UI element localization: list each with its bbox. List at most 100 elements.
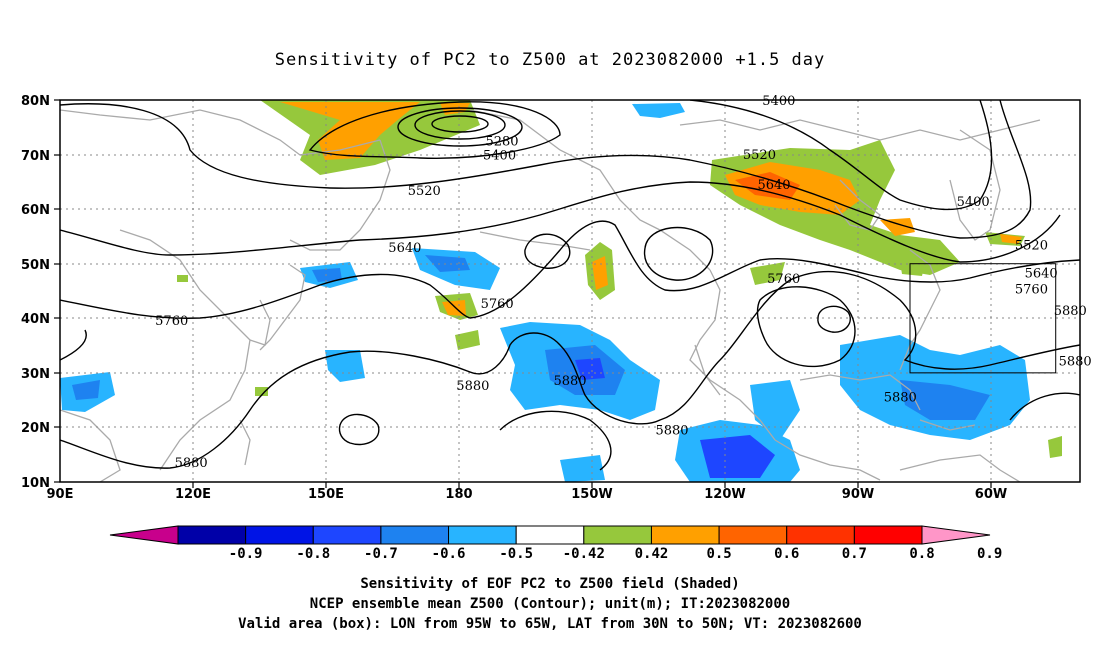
- contour-5880: [60, 270, 1080, 469]
- colorbar-label: -0.7: [364, 546, 398, 562]
- colorbar-box: [853, 525, 923, 545]
- contour-label: 5400: [762, 94, 795, 109]
- colorbar-box: [650, 525, 720, 545]
- colorbar-box: [380, 525, 450, 545]
- contour-label: 5640: [757, 178, 790, 193]
- lon-label-180: 180: [445, 487, 472, 502]
- coast-asia-arctic: [60, 109, 381, 156]
- shade-negative-gulf-core: [900, 380, 990, 420]
- contour-label: 5280: [485, 134, 518, 149]
- shade-positive-small4: [1048, 436, 1062, 458]
- caption-line-3: Valid area (box): LON from 95W to 65W, L…: [238, 616, 862, 632]
- contour-5880-loop: [817, 305, 851, 333]
- coast-alaska: [469, 109, 711, 271]
- contour-label: 5880: [655, 424, 688, 439]
- longitude-labels: 90E 120E 150E 180 150W 120W 90W 60W: [47, 487, 1008, 502]
- shade-positive-small1: [455, 330, 480, 350]
- coast-central-am: [774, 439, 881, 481]
- coast-kamchatka: [289, 139, 391, 251]
- contour-label: 5880: [1054, 304, 1087, 319]
- colorbar-box: [583, 525, 652, 545]
- contour-label: 5400: [957, 195, 990, 210]
- colorbar: -0.9 -0.8 -0.7 -0.6 -0.5 -0.42 0.42 0.5 0.6 0.7 0.…: [109, 525, 1002, 562]
- sensitivity-shading: [60, 100, 1062, 482]
- shade-negative-florida: [750, 380, 800, 440]
- contour-label: 5520: [1015, 239, 1048, 254]
- coast-se-asia: [60, 409, 121, 482]
- shade-negative-bering: [632, 103, 685, 118]
- shade-positive-westcoast: [750, 262, 785, 285]
- shade-negative-scs-core: [72, 380, 100, 400]
- caption: Sensitivity of EOF PC2 to Z500 field (Sh…: [0, 574, 1100, 634]
- valid-area-box: [909, 263, 1057, 374]
- shade-positive-arctic-core: [280, 102, 420, 160]
- caption-line-2: NCEP ensemble mean Z500 (Contour); unit(…: [309, 596, 791, 612]
- lon-label-150e: 150E: [308, 487, 344, 502]
- contour-5400-a: [308, 101, 561, 159]
- colorbar-box: [718, 525, 788, 545]
- colorbar-label: 0.8: [909, 546, 934, 562]
- coast-aleutians: [479, 231, 591, 251]
- coast-gulf: [799, 374, 921, 411]
- colorbar-label: 0.6: [774, 546, 799, 562]
- contour-5760-loop-b: [643, 226, 714, 281]
- colorbar-label: -0.9: [229, 546, 263, 562]
- lon-label-90w: 90W: [842, 487, 874, 502]
- colorbar-box: [786, 525, 855, 545]
- contour-label: 5880: [553, 374, 586, 389]
- contour-label: 5880: [175, 456, 208, 471]
- contour-label: 5400: [483, 149, 516, 164]
- coast-greenland: [949, 129, 1001, 241]
- shade-positive-canada-core2: [735, 172, 800, 200]
- contour-label: 5760: [767, 272, 800, 287]
- coast-baja: [694, 344, 721, 396]
- shade-negative-mexico-core: [700, 435, 775, 478]
- contour-5520: [60, 100, 1032, 239]
- contour-label: 5760: [481, 297, 514, 312]
- coast-canada-arctic: [679, 119, 1041, 141]
- contour-label: 5640: [1025, 267, 1058, 282]
- lat-label-30n: 30N: [21, 367, 50, 382]
- contour-west-atlantic: [1009, 392, 1080, 421]
- lon-label-60w: 60W: [975, 487, 1007, 502]
- lat-label-80n: 80N: [21, 94, 50, 109]
- coastlines: [60, 109, 1041, 482]
- chart-title: Sensitivity of PC2 to Z500 at 2023082000…: [274, 50, 826, 70]
- latitude-labels: 80N 70N 60N 50N 40N 30N 20N 10N: [21, 94, 50, 491]
- colorbar-label: -0.8: [296, 546, 330, 562]
- contour-5400-b: [689, 100, 993, 211]
- shade-negative-sub-pac-core2: [575, 358, 605, 380]
- lon-label-120w: 120W: [704, 487, 745, 502]
- colorbar-label: 0.9: [977, 546, 1002, 562]
- contour-label: 5520: [743, 148, 776, 163]
- grid-lines: [60, 100, 1080, 482]
- lon-label-90e: 90E: [47, 487, 74, 502]
- coast-na-west: [689, 269, 776, 441]
- contour-label: 5880: [1059, 354, 1092, 369]
- contour-pacific-high: [499, 410, 612, 471]
- contour-label: 5640: [388, 241, 421, 256]
- shade-negative-midpac-core: [425, 255, 470, 272]
- colorbar-box: [448, 525, 517, 545]
- colorbar-over-triangle: [921, 525, 991, 545]
- coast-philippines: [239, 419, 251, 466]
- coast-s-america: [899, 454, 1021, 482]
- coast-japan: [259, 264, 306, 351]
- contour-5760-loop-a: [524, 233, 571, 269]
- shade-positive-labrador: [900, 262, 925, 276]
- shade-positive-ne: [880, 218, 915, 236]
- lon-label-120e: 120E: [175, 487, 211, 502]
- lat-label-60n: 60N: [21, 203, 50, 218]
- lat-label-20n: 20N: [21, 421, 50, 436]
- shade-negative-japan-core: [312, 268, 342, 282]
- colorbar-label: 0.42: [635, 546, 669, 562]
- contour-small-loop: [338, 413, 380, 446]
- contour-label: 5520: [408, 184, 441, 199]
- contour-5760: [60, 220, 1080, 319]
- colorbar-label: -0.6: [432, 546, 466, 562]
- contour-low-center-2: [414, 110, 506, 140]
- contour-label: 5880: [884, 390, 917, 405]
- colorbar-under-triangle: [109, 525, 179, 545]
- colorbar-box: [177, 525, 247, 545]
